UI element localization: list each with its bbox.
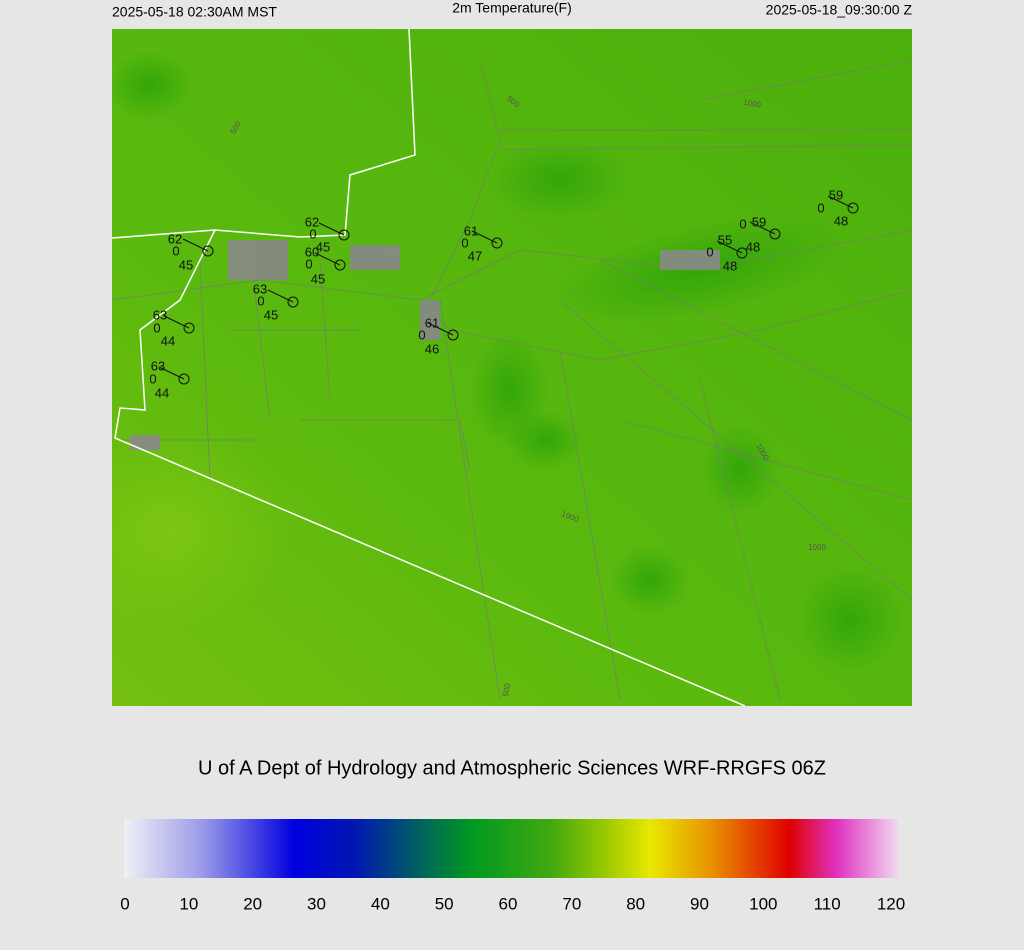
field-shade xyxy=(795,565,905,675)
station-circle xyxy=(847,202,859,214)
contour-label: 1000 xyxy=(808,543,826,552)
station-dew: 48 xyxy=(723,258,737,273)
station-dew: 45 xyxy=(311,271,325,286)
station-temp: 59 xyxy=(752,214,766,229)
station-dew: 45 xyxy=(179,257,193,272)
station-dew: 44 xyxy=(161,333,175,348)
field-shade xyxy=(490,140,630,220)
station-circle xyxy=(287,296,299,308)
station-dew: 45 xyxy=(316,239,330,254)
colorbar-tick-label: 0 xyxy=(120,894,129,913)
colorbar-tick-label: 10 xyxy=(179,894,198,913)
colorbar-tick-label: 60 xyxy=(499,894,518,913)
colorbar xyxy=(124,819,898,878)
field-shade xyxy=(112,50,195,120)
station-dew: 48 xyxy=(834,213,848,228)
contour-label: 500 xyxy=(501,682,512,697)
field-shade xyxy=(700,425,780,515)
station-circle xyxy=(491,237,503,249)
station-circle xyxy=(769,228,781,240)
colorbar-tick-label: 30 xyxy=(307,894,326,913)
station-plots: 6204562045600456304563044630446104761046… xyxy=(149,187,859,400)
station-temp: 59 xyxy=(829,187,843,202)
station-temp: 62 xyxy=(168,231,182,246)
station-circle xyxy=(338,229,350,241)
colorbar-tick-label: 50 xyxy=(435,894,454,913)
station-circle xyxy=(334,259,346,271)
colorbar-tick-label: 110 xyxy=(814,894,841,913)
station-temp: 60 xyxy=(305,244,319,259)
field-shade xyxy=(610,545,690,615)
station-wind: 0 xyxy=(461,235,468,250)
border xyxy=(114,229,746,706)
field-shade xyxy=(505,410,585,470)
station-temp: 62 xyxy=(305,214,319,229)
station-temp: 55 xyxy=(718,232,732,247)
station-wind: 0 xyxy=(149,371,156,386)
colorbar-tick-label: 70 xyxy=(562,894,581,913)
station-dew: 47 xyxy=(468,248,482,263)
colorbar-ticks: 0 10 20 30 40 50 60 70 80 90 100 110 120 xyxy=(120,894,905,913)
field-shade xyxy=(112,430,290,630)
map-title: 2m Temperature(F) xyxy=(452,0,572,16)
station-circle xyxy=(447,329,459,341)
station-dew: 48 xyxy=(746,239,760,254)
colorbar-tick-label: 90 xyxy=(690,894,709,913)
station-wind: 0 xyxy=(706,244,713,259)
station-wind: 0 xyxy=(309,226,316,241)
contour-label: 1000 xyxy=(743,98,763,110)
station-temp: 61 xyxy=(425,315,439,330)
station-circle xyxy=(202,245,214,257)
station-wind: 0 xyxy=(739,216,746,231)
station-wind: 0 xyxy=(172,243,179,258)
station-temp: 61 xyxy=(464,223,478,238)
station-circle xyxy=(178,373,190,385)
map xyxy=(112,29,912,706)
colorbar-tick-label: 100 xyxy=(749,894,777,913)
station-circle xyxy=(736,247,748,259)
colorbar-tick-label: 80 xyxy=(626,894,645,913)
colorbar-tick-label: 20 xyxy=(243,894,262,913)
station-dew: 44 xyxy=(155,385,169,400)
station-dew: 45 xyxy=(264,307,278,322)
station-circle xyxy=(183,322,195,334)
station-wind: 0 xyxy=(817,200,824,215)
credit: U of A Dept of Hydrology and Atmospheric… xyxy=(198,757,826,779)
station-wind: 0 xyxy=(305,256,312,271)
station-wind: 0 xyxy=(257,293,264,308)
valid-utc: 2025-05-18_09:30:00 Z xyxy=(766,2,913,18)
station-wind: 0 xyxy=(153,320,160,335)
urban-areas xyxy=(130,240,720,450)
station-temp: 63 xyxy=(151,358,165,373)
station-temp: 63 xyxy=(153,307,167,322)
colorbar-tick-label: 120 xyxy=(877,894,905,913)
station-temp: 63 xyxy=(253,281,267,296)
station-dew: 46 xyxy=(425,341,439,356)
station-wind: 0 xyxy=(418,327,425,342)
roads xyxy=(112,59,912,701)
colorbar-tick-label: 40 xyxy=(371,894,390,913)
valid-local: 2025-05-18 02:30AM MST xyxy=(112,4,277,20)
